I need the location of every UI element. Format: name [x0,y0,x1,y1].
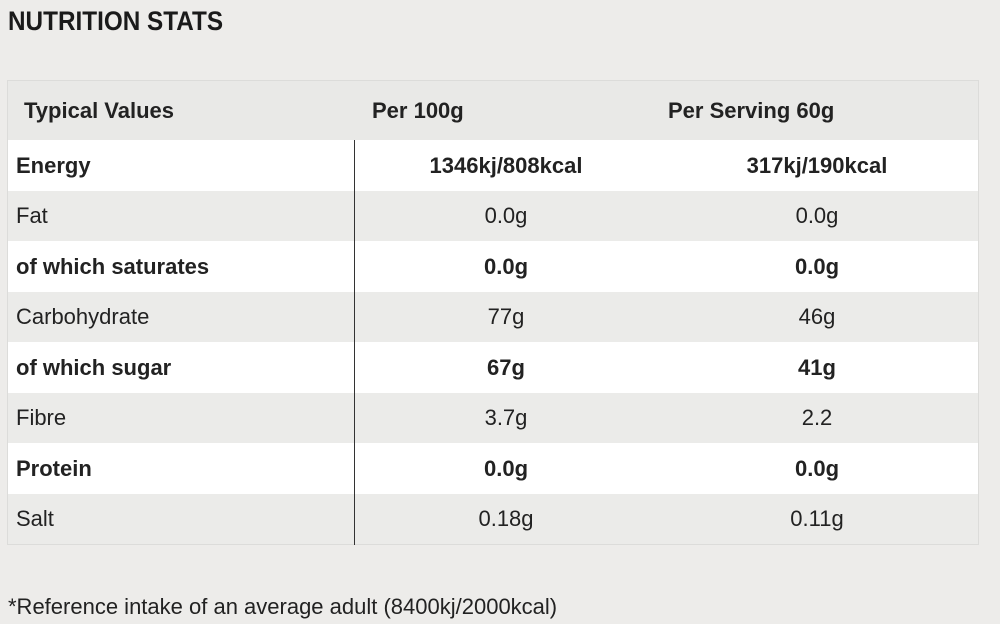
row-label: Protein [16,455,92,481]
row-per-serving-value: 0.0g [794,455,840,481]
row-label: Energy [16,152,91,178]
row-per-100g-value: 0.18g [478,506,534,531]
header-per-100g: Per 100g [372,97,464,123]
table-header-row: Typical Values Per 100g Per Serving 60g [8,81,978,140]
row-per-serving-value: 0.11g [790,506,844,531]
reference-intake-footnote: *Reference intake of an average adult (8… [8,594,558,619]
row-per-100g-value: 1346kj/808kcal [429,152,583,178]
column-divider [354,140,355,545]
table-row: of which sugar 67g 41g [8,342,978,393]
table-row: Fat 0.0g 0.0g [8,191,978,241]
row-per-100g-value: 0.0g [483,253,529,279]
row-label: of which sugar [16,354,172,380]
table-row: Protein 0.0g 0.0g [8,443,978,494]
row-per-100g-value: 0.0g [484,203,528,228]
row-label: Fibre [16,405,67,430]
row-per-100g-value: 67g [487,354,525,380]
row-label: Salt [16,506,54,531]
nutrition-table: Typical Values Per 100g Per Serving 60g … [7,80,979,545]
row-label: of which saturates [16,253,210,279]
page-title: NUTRITION STATS [8,6,224,36]
row-per-serving-value: 46g [798,304,836,329]
row-per-serving-value: 41g [798,354,836,380]
table-row: Fibre 3.7g 2.2 [8,393,978,443]
header-per-serving: Per Serving 60g [668,97,835,123]
row-per-serving-value: 0.0g [795,203,839,228]
table-row: Energy 1346kj/808kcal 317kj/190kcal [8,140,978,191]
table-row: of which saturates 0.0g 0.0g [8,241,978,292]
row-per-100g-value: 0.0g [483,455,529,481]
row-per-serving-value: 317kj/190kcal [746,152,888,178]
row-per-serving-value: 0.0g [794,253,840,279]
row-label: Carbohydrate [16,304,150,329]
row-label: Fat [16,203,48,228]
table-row: Salt 0.18g 0.11g [8,494,978,544]
header-typical-values: Typical Values [24,97,175,123]
row-per-100g-value: 3.7g [484,405,528,430]
table-row: Carbohydrate 77g 46g [8,292,978,342]
row-per-100g-value: 77g [487,304,525,329]
row-per-serving-value: 2.2 [801,405,833,430]
